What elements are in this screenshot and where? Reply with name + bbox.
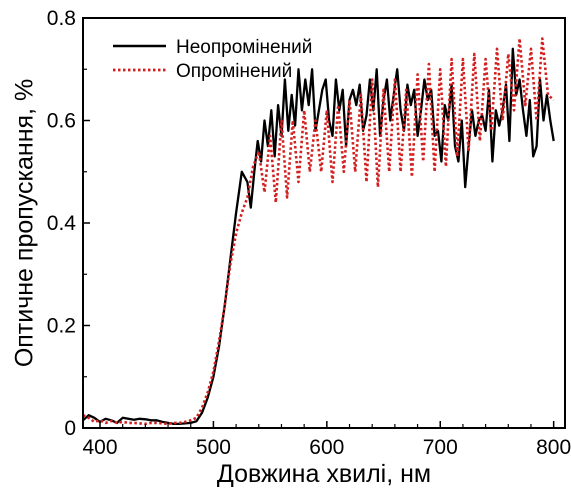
legend-label-unirradiated: Неопромінений [176,37,312,58]
x-tick-label: 700 [423,436,458,459]
legend: Неопромінений Опромінений [113,37,312,82]
plot-area [82,37,555,426]
series-line-unirradiated [82,47,555,426]
x-axis-ticks: 400 500 600 700 800 [82,421,571,459]
y-axis-ticks: 0 0.2 0.4 0.6 0.8 [47,7,90,440]
x-tick-label: 400 [82,436,117,459]
y-axis-label: Оптичне пропускання, % [11,79,39,367]
x-tick-label: 800 [536,436,571,459]
y-tick-label: 0.2 [47,315,76,338]
y-tick-label: 0.6 [47,110,76,133]
x-tick-label: 500 [196,436,231,459]
x-tick-label: 600 [309,436,344,459]
x-axis-label: Довжина хвилі, нм [217,460,431,488]
y-tick-label: 0 [64,417,76,440]
y-tick-label: 0.8 [47,7,76,30]
legend-label-irradiated: Опромінений [176,61,292,82]
series-line-irradiated [82,37,555,426]
plot-frame [82,17,566,429]
y-tick-label: 0.4 [47,212,77,235]
